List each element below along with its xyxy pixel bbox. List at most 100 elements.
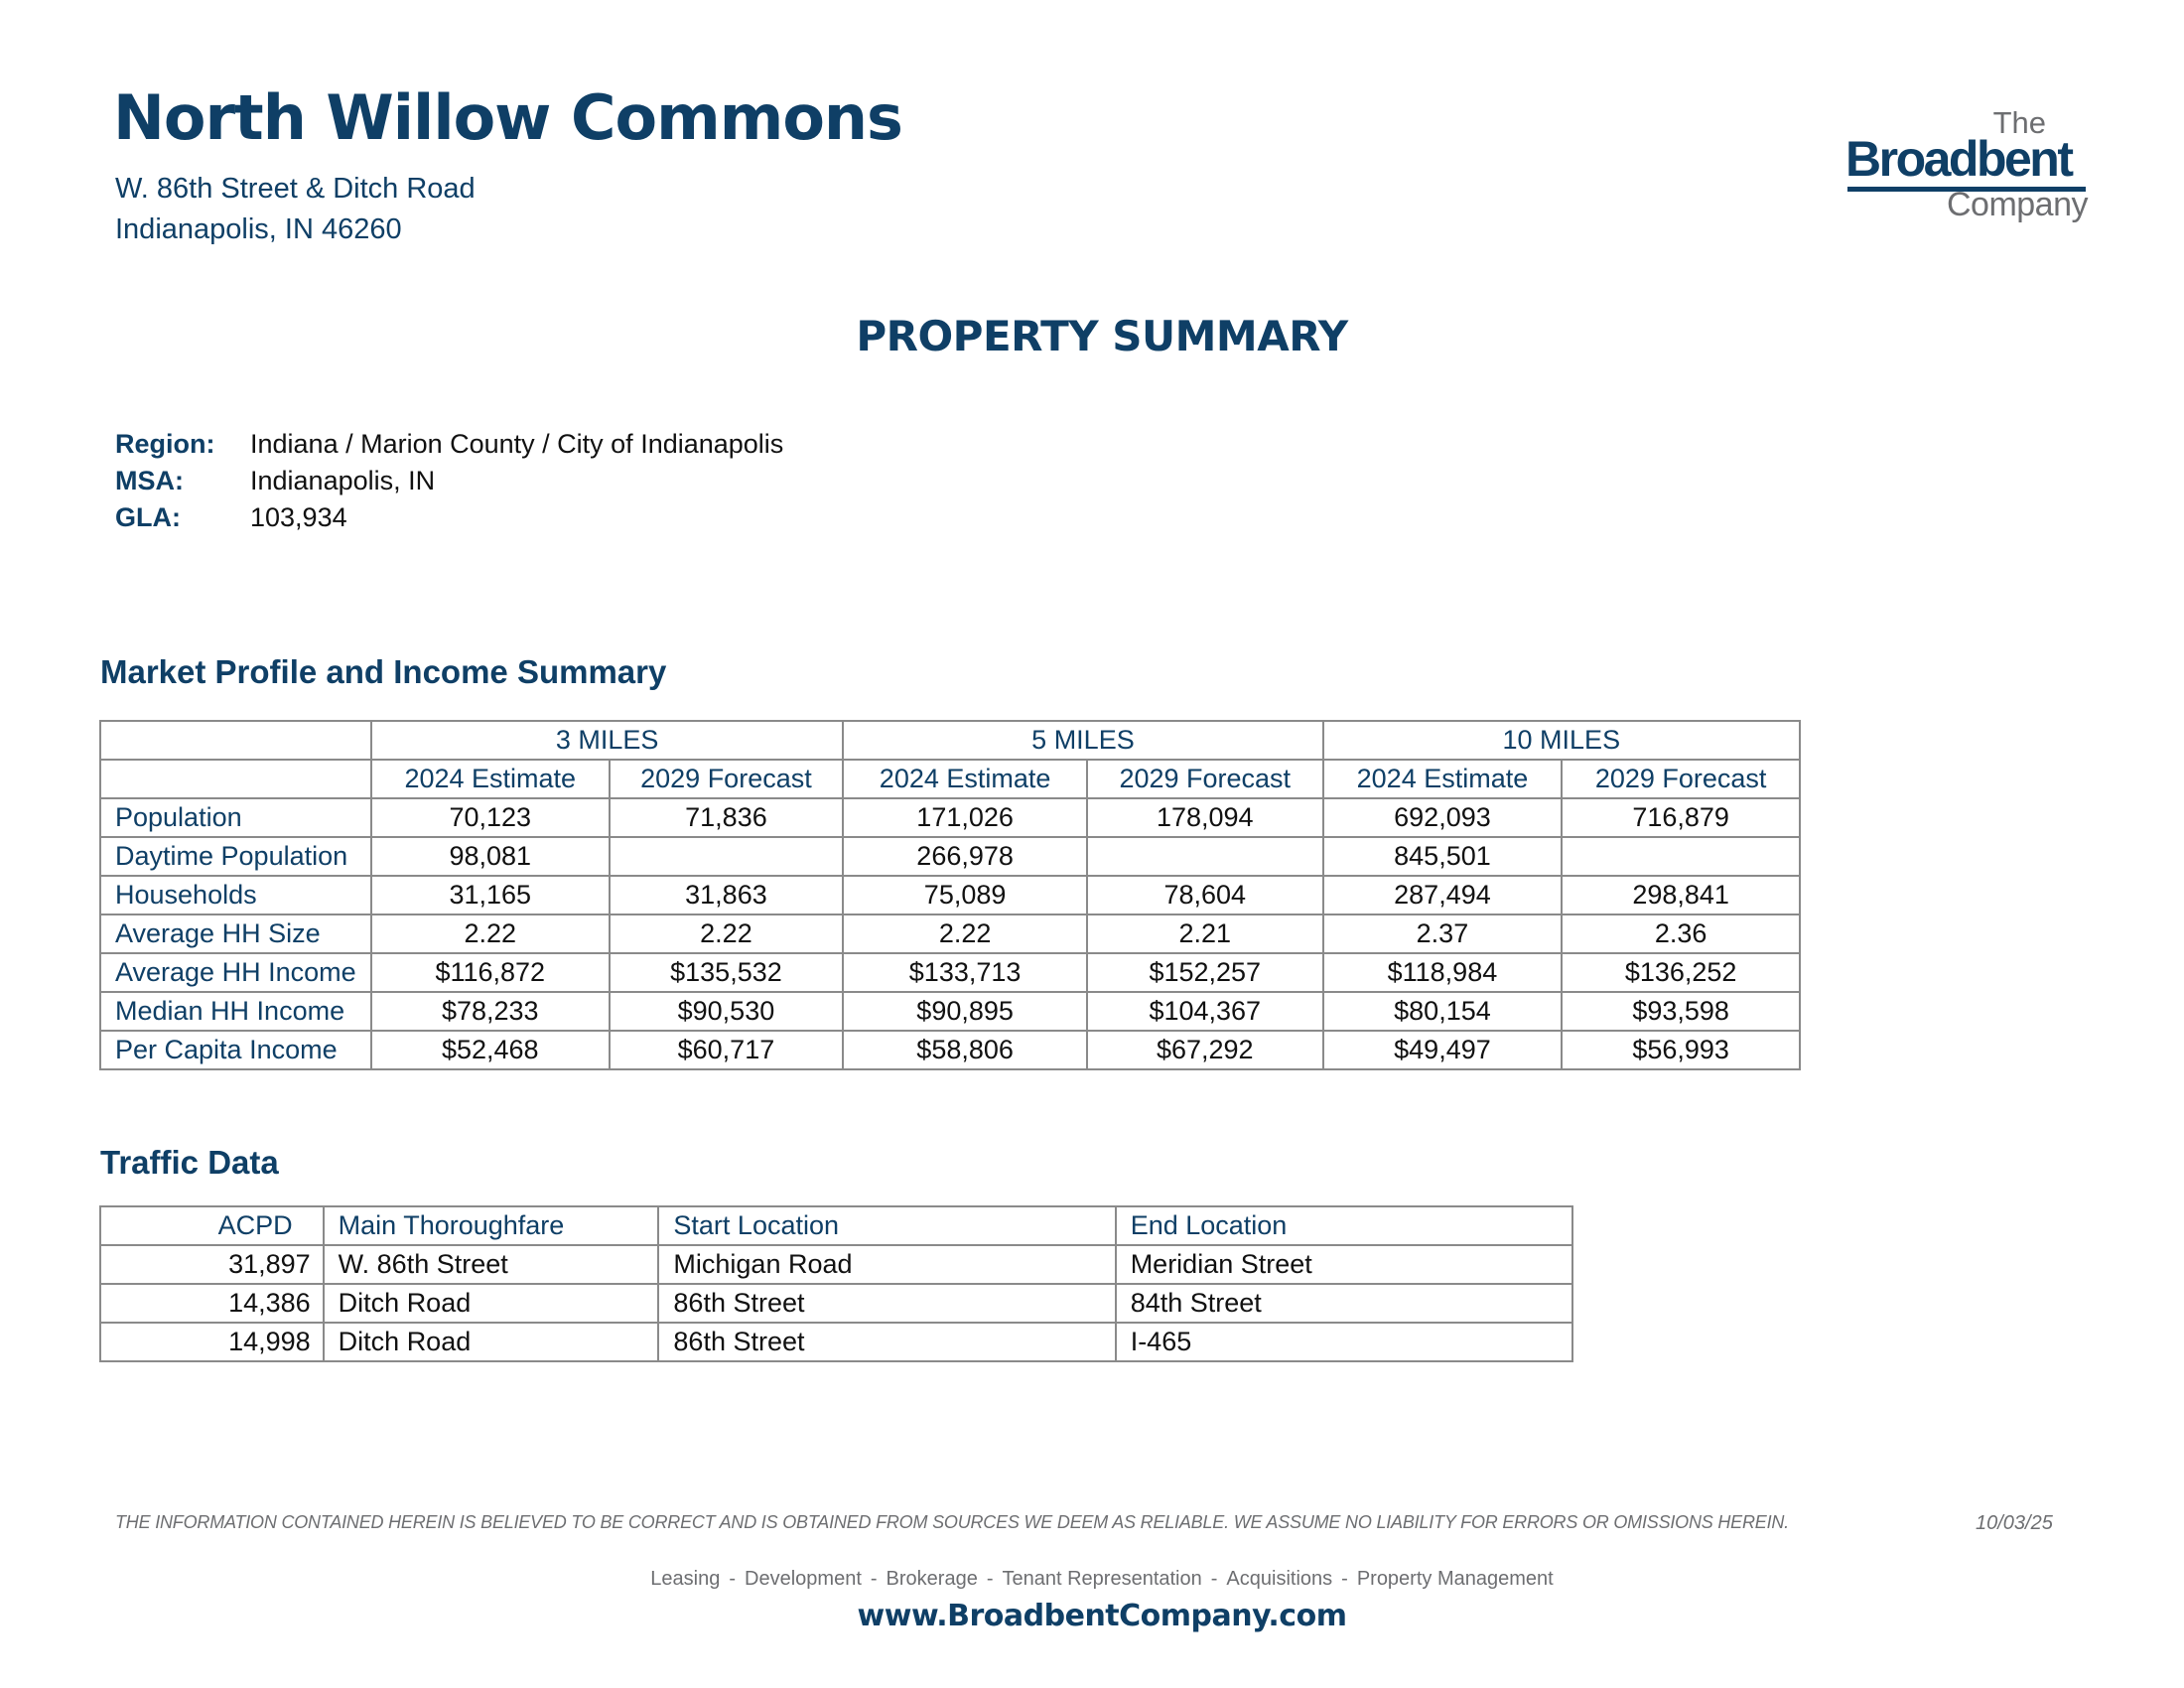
acpd-cell: 14,998 — [99, 1322, 325, 1362]
info-row-gla: GLA: 103,934 — [115, 504, 347, 531]
acpd-cell: 31,897 — [99, 1244, 325, 1285]
info-label: Region: — [115, 429, 215, 459]
table-cell: $118,984 — [1321, 952, 1564, 993]
table-cell: 71,836 — [608, 797, 845, 838]
row-label: Population — [99, 797, 372, 838]
table-row: Average HH Size 2.22 2.22 2.22 2.21 2.37… — [99, 914, 1801, 954]
services-list: Leasing - Development - Brokerage - Tenant Rep… — [0, 1568, 2184, 1591]
column-header-acpd: ACPD — [99, 1205, 325, 1246]
table-cell: $60,717 — [608, 1030, 845, 1070]
table-row: Median HH Income $78,233 $90,530 $90,895… — [99, 991, 1801, 1032]
period-header: 2029 Forecast — [1085, 759, 1324, 799]
table-cell: $104,367 — [1085, 991, 1324, 1032]
table-cell: 98,081 — [369, 836, 611, 877]
document-date: 10/03/25 — [1976, 1512, 2053, 1534]
table-cell: 70,123 — [369, 797, 611, 838]
info-value: 103,934 — [250, 502, 347, 532]
disclaimer-text: THE INFORMATION CONTAINED HEREIN IS BELI… — [115, 1512, 1789, 1532]
row-label: Median HH Income — [99, 991, 372, 1032]
radius-header-5-miles: 5 MILES — [842, 720, 1324, 761]
document-heading: PROPERTY SUMMARY — [856, 312, 1348, 360]
table-cell: 266,978 — [842, 836, 1088, 877]
address-line-1: W. 86th Street & Ditch Road — [115, 173, 476, 205]
end-location-cell: I-465 — [1114, 1322, 1574, 1362]
broadbent-company-logo: The Broadbent Company — [1842, 107, 2090, 221]
table-row: Per Capita Income $52,468 $60,717 $58,80… — [99, 1030, 1801, 1070]
table-cell: $52,468 — [369, 1030, 611, 1070]
separator: - — [1210, 1568, 1218, 1590]
service-acquisitions: Acquisitions — [1226, 1568, 1333, 1590]
start-location-cell: Michigan Road — [657, 1244, 1117, 1285]
table-cell: 171,026 — [842, 797, 1088, 838]
table-cell: 2.36 — [1561, 914, 1801, 954]
table-cell: $90,530 — [608, 991, 845, 1032]
start-location-cell: 86th Street — [657, 1283, 1117, 1324]
table-cell: 2.22 — [842, 914, 1088, 954]
info-value: Indianapolis, IN — [250, 466, 436, 495]
radius-header-10-miles: 10 MILES — [1321, 720, 1802, 761]
table-cell: 2.37 — [1321, 914, 1564, 954]
separator: - — [870, 1568, 878, 1590]
table-cell: $152,257 — [1085, 952, 1324, 993]
table-cell: 716,879 — [1561, 797, 1801, 838]
thoroughfare-cell: Ditch Road — [322, 1322, 660, 1362]
radius-header-3-miles: 3 MILES — [369, 720, 845, 761]
info-row-region: Region: Indiana / Marion County / City of… — [115, 431, 783, 458]
table-cell: 692,093 — [1321, 797, 1564, 838]
period-header: 2029 Forecast — [608, 759, 845, 799]
period-header-row: 2024 Estimate 2029 Forecast 2024 Estimat… — [99, 759, 1801, 799]
end-location-cell: 84th Street — [1114, 1283, 1574, 1324]
empty-header-cell — [99, 759, 372, 799]
service-tenant-representation: Tenant Representation — [1002, 1568, 1202, 1590]
table-cell: $135,532 — [608, 952, 845, 993]
table-cell: $49,497 — [1321, 1030, 1564, 1070]
period-header: 2024 Estimate — [369, 759, 611, 799]
table-row: 31,897 W. 86th Street Michigan Road Meri… — [99, 1244, 1574, 1285]
thoroughfare-cell: W. 86th Street — [322, 1244, 660, 1285]
column-header-end-location: End Location — [1114, 1205, 1574, 1246]
table-cell: 287,494 — [1321, 875, 1564, 915]
property-title: North Willow Commons — [113, 81, 903, 154]
end-location-cell: Meridian Street — [1114, 1244, 1574, 1285]
website-link[interactable]: www.BroadbentCompany.com — [857, 1599, 1347, 1633]
service-property-management: Property Management — [1356, 1568, 1554, 1590]
radius-header-row: 3 MILES 5 MILES 10 MILES — [99, 720, 1802, 761]
empty-header-cell — [99, 720, 372, 761]
column-header-start-location: Start Location — [657, 1205, 1117, 1246]
table-cell: 2.21 — [1085, 914, 1324, 954]
period-header: 2024 Estimate — [1321, 759, 1564, 799]
table-cell: 2.22 — [608, 914, 845, 954]
separator: - — [729, 1568, 737, 1590]
period-header: 2024 Estimate — [842, 759, 1088, 799]
traffic-data-heading: Traffic Data — [100, 1144, 279, 1181]
table-cell: 2.22 — [369, 914, 611, 954]
acpd-cell: 14,386 — [99, 1283, 325, 1324]
table-cell: $90,895 — [842, 991, 1088, 1032]
row-label: Per Capita Income — [99, 1030, 372, 1070]
table-cell — [1085, 836, 1324, 877]
table-cell: $93,598 — [1561, 991, 1801, 1032]
table-row: Population 70,123 71,836 171,026 178,094… — [99, 797, 1801, 838]
row-label: Average HH Size — [99, 914, 372, 954]
table-row: 14,998 Ditch Road 86th Street I-465 — [99, 1322, 1574, 1362]
table-cell: $67,292 — [1085, 1030, 1324, 1070]
info-label: MSA: — [115, 466, 184, 495]
service-development: Development — [745, 1568, 862, 1590]
table-cell: 31,863 — [608, 875, 845, 915]
table-row: Households 31,165 31,863 75,089 78,604 2… — [99, 875, 1801, 915]
row-label: Average HH Income — [99, 952, 372, 993]
table-row: Daytime Population 98,081 266,978 845,50… — [99, 836, 1801, 877]
service-brokerage: Brokerage — [886, 1568, 978, 1590]
logo-underline-rule — [1847, 187, 2086, 192]
separator: - — [986, 1568, 994, 1590]
logo-company-text: Company — [1946, 186, 2089, 223]
separator: - — [1341, 1568, 1348, 1590]
traffic-header-row: ACPD Main Thoroughfare Start Location En… — [99, 1205, 1574, 1246]
table-row: 14,386 Ditch Road 86th Street 84th Stree… — [99, 1283, 1574, 1324]
service-leasing: Leasing — [650, 1568, 721, 1590]
table-cell: $56,993 — [1561, 1030, 1801, 1070]
info-label: GLA: — [115, 502, 181, 532]
table-cell: 178,094 — [1085, 797, 1324, 838]
table-cell: $58,806 — [842, 1030, 1088, 1070]
logo-brand-text: Broadbent — [1845, 131, 2074, 187]
